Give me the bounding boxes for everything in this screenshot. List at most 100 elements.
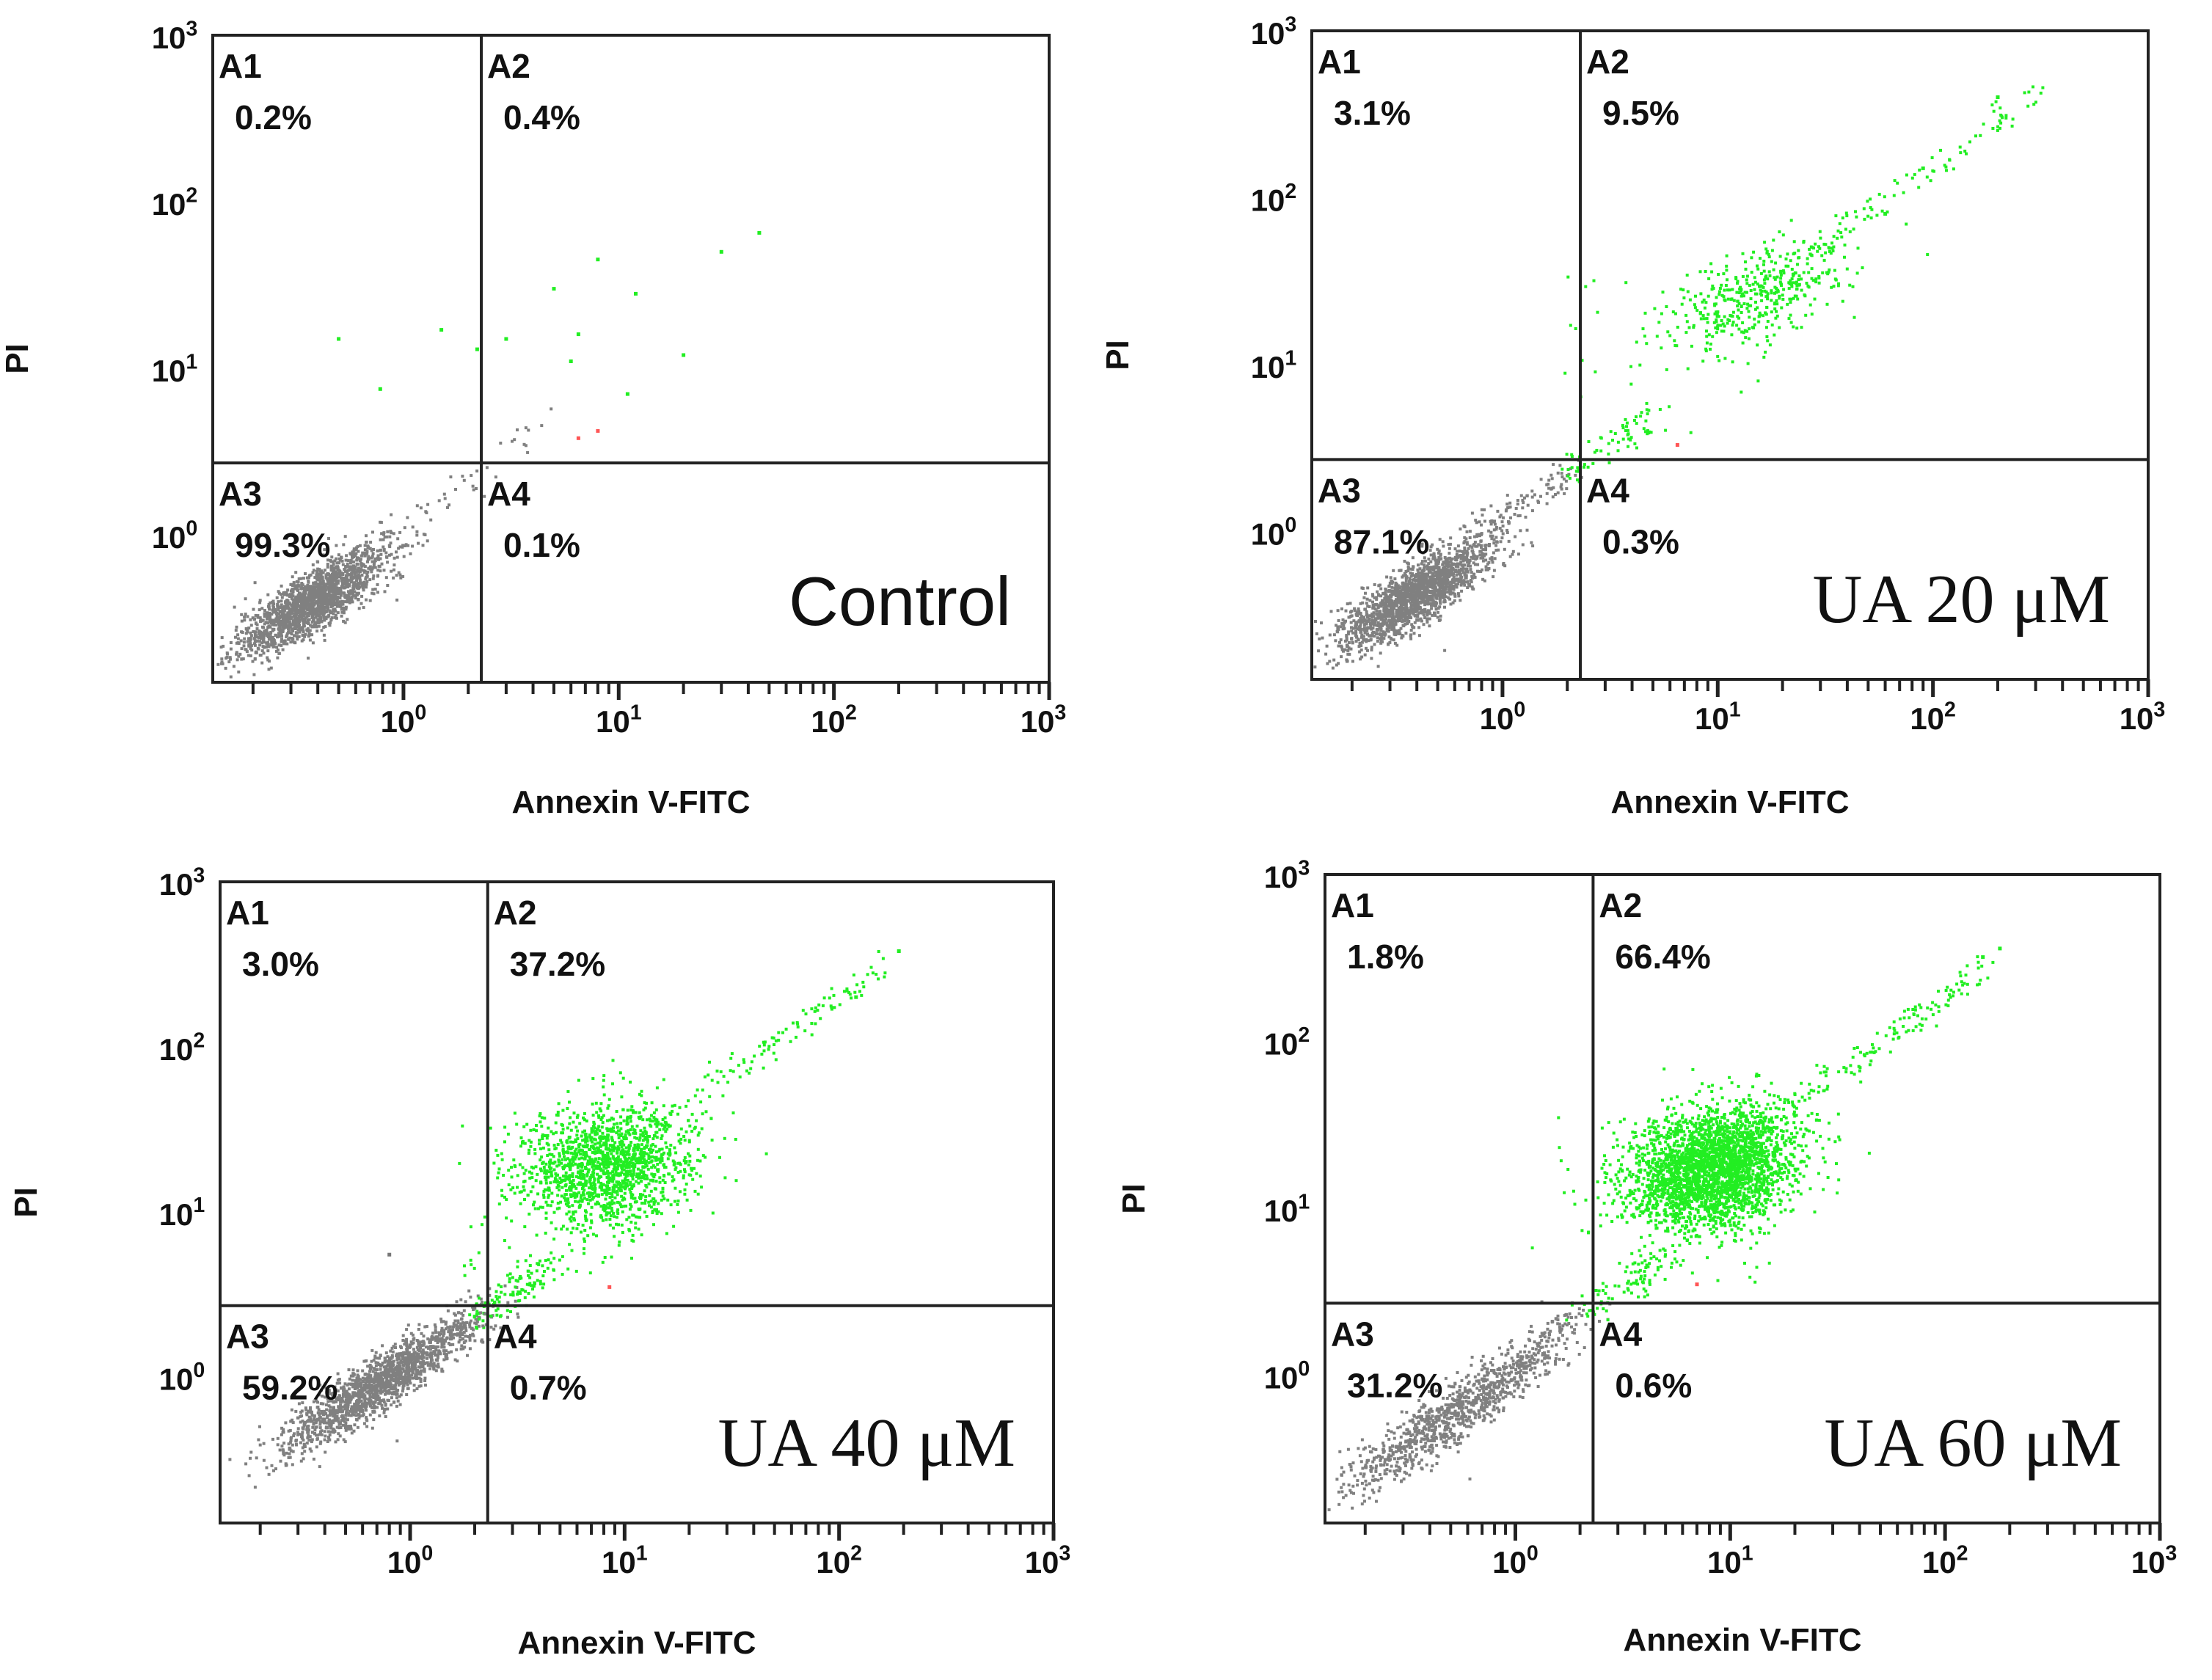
event-dot — [386, 530, 389, 533]
event-dot — [237, 638, 240, 640]
event-dot — [361, 574, 364, 577]
event-dot — [1410, 596, 1413, 599]
event-dot — [1373, 612, 1376, 615]
event-dot — [1439, 600, 1442, 603]
event-dot — [1791, 268, 1794, 271]
event-dot — [1766, 295, 1769, 298]
event-dot — [1442, 540, 1445, 543]
event-dot — [1379, 616, 1381, 618]
event-dot — [1423, 584, 1426, 587]
event-dot — [1379, 651, 1382, 654]
event-dot — [240, 613, 243, 616]
event-dot — [444, 497, 447, 500]
event-dot — [1769, 274, 1772, 277]
event-dot — [276, 635, 279, 638]
event-dot — [1792, 273, 1795, 276]
event-dot — [1563, 492, 1566, 495]
event-dot — [1770, 299, 1773, 302]
event-dot — [1398, 597, 1401, 600]
event-dot — [1417, 612, 1420, 615]
event-dot — [1720, 319, 1723, 322]
event-dot — [449, 475, 452, 478]
event-dot — [379, 538, 382, 541]
event-dot — [1627, 434, 1629, 437]
event-dot — [1557, 492, 1560, 494]
event-dot — [1427, 580, 1430, 582]
event-dot — [1762, 260, 1765, 263]
event-dot — [357, 598, 360, 601]
event-dot — [1722, 272, 1725, 275]
quadrant-label-a2: A2 — [487, 47, 530, 85]
event-dot — [1412, 594, 1415, 597]
event-dot — [2027, 91, 2030, 94]
event-dot — [1418, 567, 1421, 570]
event-dot — [291, 1409, 293, 1411]
event-dot — [354, 596, 357, 599]
event-dot — [1494, 544, 1497, 547]
event-dot — [270, 637, 273, 640]
event-dot — [1423, 608, 1426, 611]
event-dot — [2012, 117, 2015, 120]
event-dot — [1803, 271, 1806, 274]
event-dot — [301, 640, 304, 643]
event-dot — [1369, 634, 1372, 637]
event-dot — [1826, 303, 1829, 306]
event-dot — [285, 643, 288, 646]
event-dot — [1500, 540, 1503, 543]
event-dot — [1393, 587, 1396, 590]
event-dot — [1707, 295, 1710, 298]
quadrant-percent-a1: 3.1% — [1334, 94, 1411, 132]
event-dot — [1810, 254, 1813, 257]
event-dot — [1476, 555, 1479, 558]
event-dot — [1746, 275, 1749, 278]
event-dot — [382, 546, 384, 549]
event-dot — [1870, 208, 1873, 211]
event-dot — [1432, 567, 1435, 570]
event-dot — [1561, 488, 1563, 491]
event-dot — [1362, 616, 1365, 618]
event-dot — [1481, 514, 1484, 516]
event-dot — [1365, 610, 1368, 613]
event-dot — [1402, 624, 1405, 627]
event-dot — [284, 1421, 287, 1424]
event-dot — [252, 673, 255, 676]
event-dot — [369, 566, 372, 569]
x-axis-title: Annexin V-FITC — [1610, 784, 1849, 820]
event-dot — [1382, 609, 1385, 612]
event-dot — [1709, 343, 1712, 346]
event-dot — [1703, 317, 1706, 320]
event-dot — [255, 614, 258, 617]
event-dot — [323, 582, 326, 585]
event-dot — [1456, 553, 1459, 556]
event-dot — [1398, 616, 1401, 619]
event-dot — [1457, 544, 1460, 547]
event-dot — [354, 591, 357, 594]
event-dot — [323, 594, 326, 597]
event-dot — [353, 547, 356, 550]
event-dot — [1366, 626, 1369, 629]
event-dot — [1875, 214, 1878, 217]
event-dot — [406, 516, 409, 519]
event-dot — [1508, 521, 1511, 524]
event-dot — [1760, 272, 1763, 275]
event-dot — [216, 663, 219, 666]
event-dot — [1462, 563, 1465, 566]
event-dot — [291, 632, 293, 635]
event-dot — [258, 632, 260, 635]
event-dot — [1715, 331, 1718, 334]
event-dot — [1624, 429, 1627, 432]
event-dot — [1530, 489, 1533, 492]
event-dot — [310, 598, 313, 601]
event-dot — [1407, 600, 1410, 603]
event-dot — [1816, 250, 1819, 253]
event-dot — [1861, 266, 1864, 269]
event-dot — [352, 555, 355, 558]
event-dot — [366, 544, 369, 547]
event-dot — [297, 1427, 300, 1430]
event-dot — [1959, 151, 1962, 154]
event-dot — [1409, 607, 1412, 610]
event-dot — [1740, 311, 1743, 314]
event-dot — [229, 658, 232, 661]
event-dot — [243, 640, 246, 643]
event-dot — [1812, 246, 1815, 249]
